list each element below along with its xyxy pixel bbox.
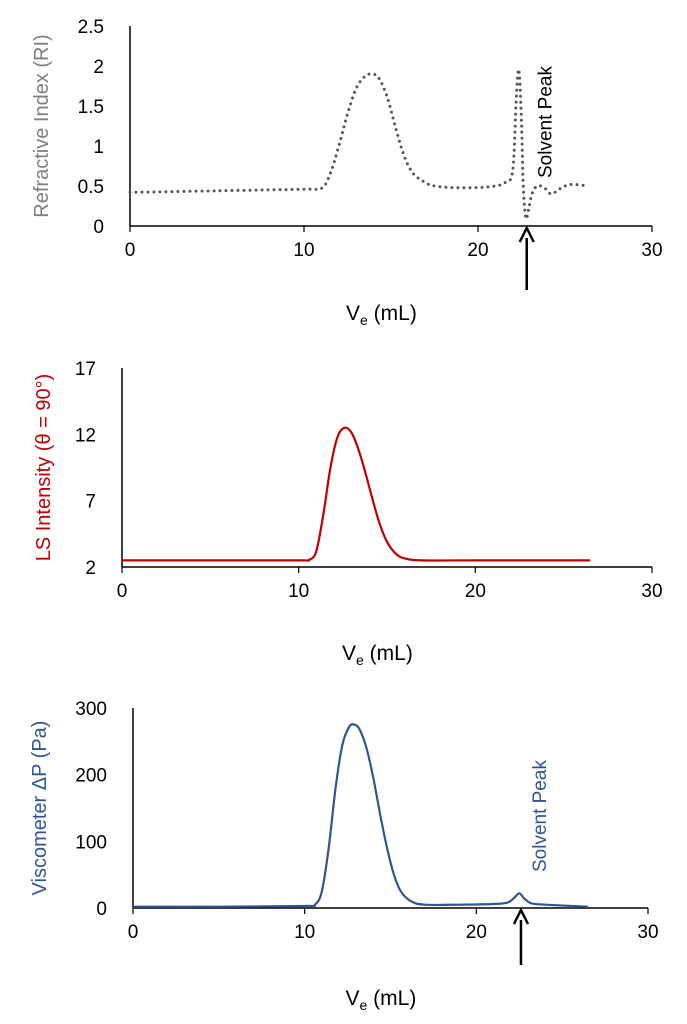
x-axis-label: Ve (mL) xyxy=(346,302,417,328)
y-tick-label: 1 xyxy=(93,137,104,158)
x-tick-label: 20 xyxy=(466,922,487,943)
y-axis-label: LS Intensity (θ = 90°) xyxy=(33,374,55,562)
x-tick-label: 0 xyxy=(128,922,139,943)
x-label-main: V xyxy=(342,642,356,665)
y-tick-label: 17 xyxy=(75,359,96,380)
x-label-sub: e xyxy=(360,997,368,1013)
x-axis-label: Ve (mL) xyxy=(342,642,413,668)
x-tick-label: 0 xyxy=(117,581,128,602)
x-tick-label: 30 xyxy=(641,581,662,602)
x-tick-label: 30 xyxy=(641,240,662,261)
solvent-peak-label: Solvent Peak xyxy=(530,760,551,872)
y-tick-label: 0 xyxy=(93,217,104,238)
y-tick-label: 2 xyxy=(93,57,104,78)
y-tick-label: 200 xyxy=(75,766,107,787)
solvent-peak-label: Solvent Peak xyxy=(536,66,557,178)
series-line-ls xyxy=(122,426,591,562)
y-tick-label: 300 xyxy=(75,699,107,720)
y-axis-label: Viscometer ΔP (Pa) xyxy=(29,721,51,896)
y-tick-label: 12 xyxy=(75,425,96,446)
x-label-main: V xyxy=(346,302,360,325)
series-line-visc xyxy=(132,723,588,908)
x-label-sub: e xyxy=(360,312,368,328)
y-tick-label: 100 xyxy=(75,832,107,853)
chart-ls: 0 10 20 30 2 7 12 17 LS Intensity (θ = 90°) Ve (m… xyxy=(33,359,663,668)
x-tick-label: 0 xyxy=(125,240,136,261)
x-tick-label: 10 xyxy=(293,240,314,261)
x-axis-label: Ve (mL) xyxy=(346,987,417,1013)
y-tick-label: 1.5 xyxy=(78,97,104,118)
y-tick-label: 2.5 xyxy=(78,17,104,38)
x-label-unit: (mL) xyxy=(367,987,416,1010)
x-label-unit: (mL) xyxy=(364,642,413,665)
x-tick-label: 10 xyxy=(294,922,315,943)
x-tick-label: 30 xyxy=(637,922,658,943)
chart-ri: 0 10 20 30 0 0.5 1 1.5 2 2.5 Refractive Index (RI)… xyxy=(31,17,663,328)
arrow-head-icon xyxy=(518,225,535,243)
x-label-sub: e xyxy=(356,652,364,668)
series-line-ri xyxy=(128,67,590,221)
x-tick-label: 20 xyxy=(465,581,486,602)
arrow-head-icon xyxy=(512,907,530,925)
y-tick-label: 0.5 xyxy=(78,177,104,198)
x-label-main: V xyxy=(346,987,360,1010)
x-label-unit: (mL) xyxy=(368,302,417,325)
y-axis-label: Refractive Index (RI) xyxy=(31,34,53,217)
y-tick-label: 0 xyxy=(96,899,107,920)
x-tick-label: 10 xyxy=(288,581,309,602)
y-tick-label: 2 xyxy=(85,558,96,579)
x-tick-label: 20 xyxy=(467,240,488,261)
y-tick-label: 7 xyxy=(85,492,96,513)
